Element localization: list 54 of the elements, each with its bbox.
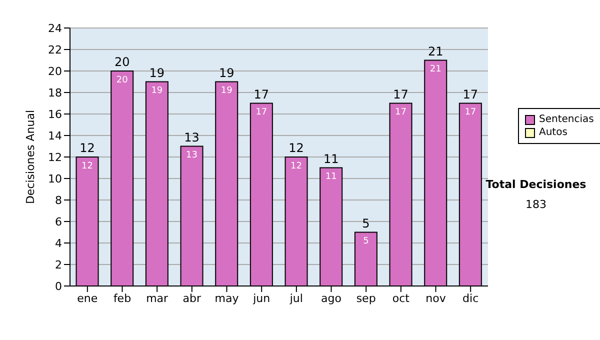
total-label: 12 — [288, 141, 304, 155]
total-label: 21 — [428, 44, 444, 58]
x-tick-label: mar — [146, 292, 169, 305]
data-label: 21 — [430, 64, 442, 75]
legend-label: Sentencias — [539, 114, 594, 125]
y-tick-label: 16 — [48, 108, 62, 121]
y-tick-label: 18 — [48, 86, 62, 100]
total-label: 17 — [254, 87, 270, 102]
y-axis-title: Decisiones Anual — [24, 110, 37, 204]
total-label: 5 — [362, 216, 370, 230]
data-label: 12 — [82, 161, 93, 172]
x-tick-label: oct — [392, 292, 410, 305]
data-label: 12 — [290, 161, 302, 172]
total-label: 19 — [218, 66, 234, 80]
x-tick-label: jun — [252, 292, 270, 305]
x-tick-label: sep — [356, 292, 376, 305]
y-tick-label: 10 — [48, 172, 62, 186]
y-tick-label: 20 — [48, 64, 62, 78]
data-label: 20 — [116, 75, 128, 86]
annotation: Total Decisiones — [484, 178, 588, 191]
x-tick-label: feb — [113, 292, 132, 305]
total-label: 11 — [323, 152, 339, 166]
data-label: 19 — [151, 86, 163, 96]
text: 183 — [524, 198, 548, 211]
data-label: 17 — [395, 108, 406, 118]
x-tick-label: may — [214, 292, 240, 305]
legend-label: Autos — [539, 127, 568, 138]
y-tick-label: 6 — [55, 215, 62, 228]
x-tick-label: dic — [462, 292, 479, 305]
y-tick-label: 12 — [48, 150, 62, 164]
y-tick-label: 4 — [55, 236, 62, 250]
total-label: 12 — [80, 141, 95, 155]
x-tick-label: abr — [182, 292, 202, 305]
total-label: 17 — [393, 87, 408, 102]
x-tick-label: nov — [426, 292, 446, 305]
y-tick-label: 0 — [55, 280, 62, 293]
data-label: 19 — [220, 86, 233, 96]
total-label: 17 — [462, 87, 478, 102]
total-label: 13 — [184, 130, 200, 144]
y-tick-label: 14 — [48, 129, 62, 142]
data-label: 11 — [325, 172, 337, 182]
y-tick-label: 8 — [55, 194, 62, 207]
data-label: 5 — [363, 236, 369, 247]
data-label: 17 — [256, 108, 268, 118]
data-label: 17 — [464, 108, 476, 118]
x-tick-label: jul — [288, 292, 303, 305]
y-tick-label: 2 — [55, 258, 62, 272]
x-tick-label: ago — [321, 292, 342, 305]
y-tick-label: 22 — [48, 43, 62, 56]
total-label: 20 — [114, 55, 130, 69]
total-label: 19 — [149, 66, 165, 80]
x-tick-label: ene — [77, 292, 98, 305]
data-label: 13 — [186, 150, 198, 161]
y-tick-label: 24 — [48, 22, 62, 35]
